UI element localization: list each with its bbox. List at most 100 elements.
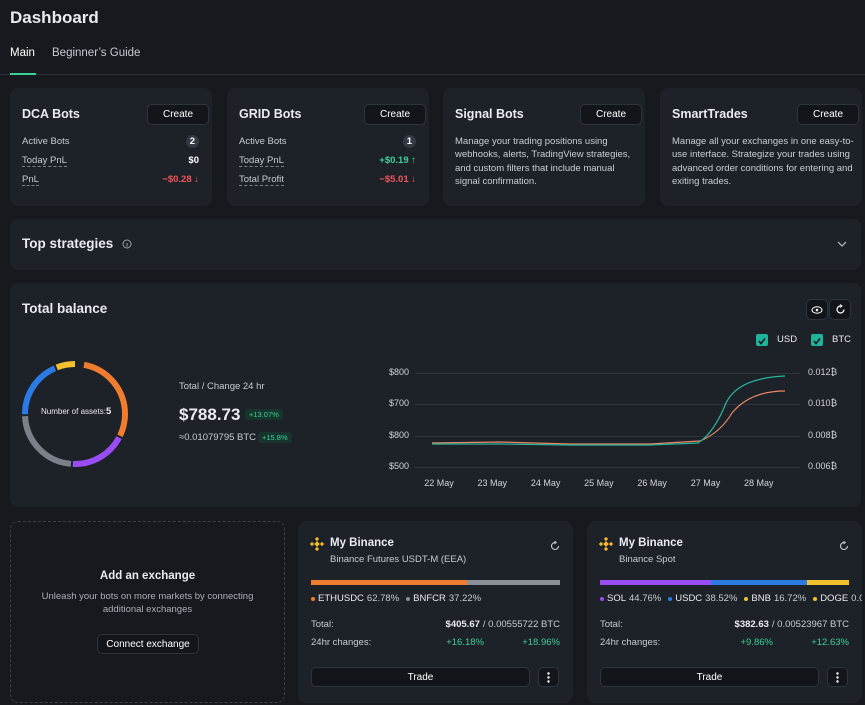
allocation-legend: ETHUSDC 62.78% BNFCR 37.22% bbox=[311, 593, 481, 604]
create-button[interactable]: Create bbox=[147, 104, 209, 125]
exchange-name: My Binance bbox=[330, 537, 394, 549]
donut-segment bbox=[22, 361, 128, 467]
legend-asset: BNB bbox=[751, 593, 771, 604]
page-title: Dashboard bbox=[10, 8, 99, 27]
exchange-logo bbox=[598, 536, 614, 552]
x-tick-label: 23 May bbox=[477, 478, 508, 488]
legend-asset: SOL bbox=[607, 593, 627, 604]
row-label: Active Bots bbox=[239, 136, 287, 147]
donut-segment bbox=[22, 361, 128, 467]
change-btc: +12.63% bbox=[811, 637, 849, 648]
divider bbox=[0, 74, 865, 75]
card-description: Manage all your exchanges in one easy-to… bbox=[672, 136, 854, 187]
btc-change-badge: +15.8% bbox=[258, 432, 292, 443]
legend-dot bbox=[744, 596, 749, 601]
bot-card: DCA Bots Create Active Bots 2 Today PnL $0 PnL… bbox=[10, 88, 212, 206]
allocation-segment bbox=[600, 580, 712, 585]
more-icon bbox=[836, 671, 839, 683]
legend-share: 0.0 bbox=[851, 593, 862, 604]
row-value: 1 bbox=[402, 135, 416, 148]
card-description: Unleash your bots on more markets by con… bbox=[41, 591, 254, 615]
donut-segment bbox=[22, 361, 128, 467]
legend-item: BNB 16.72% bbox=[744, 593, 806, 604]
total-label: Total: bbox=[311, 619, 334, 630]
x-tick-label: 27 May bbox=[690, 478, 721, 488]
eye-button[interactable] bbox=[806, 299, 828, 320]
bot-card: Signal Bots Create Manage your trading pos… bbox=[443, 88, 645, 206]
section-title: Top strategies bbox=[22, 236, 114, 251]
y2-tick-label: 0.006₿ bbox=[808, 460, 838, 471]
exchange-name: My Binance bbox=[619, 537, 683, 549]
exchange-card: My Binance Binance Spot SOL 44.76% USDC 38.52… bbox=[587, 521, 862, 703]
check-icon bbox=[813, 338, 821, 345]
legend-item: DOGE 0.0 bbox=[813, 593, 862, 604]
row-label: Active Bots bbox=[22, 136, 70, 147]
create-button[interactable]: Create bbox=[797, 104, 859, 125]
legend-dot bbox=[600, 596, 604, 601]
more-button[interactable] bbox=[538, 667, 559, 687]
total-label: Total: bbox=[600, 619, 623, 630]
total-value: $405.67/ 0.00555722 BTC bbox=[446, 619, 560, 630]
more-button[interactable] bbox=[827, 667, 848, 687]
card-title: GRID Bots bbox=[239, 107, 302, 121]
bot-card: SmartTrades Create Manage all your exchang… bbox=[660, 88, 862, 206]
legend-asset: ETHUSDC bbox=[318, 593, 364, 604]
connect-button[interactable]: Connect exchange bbox=[97, 634, 199, 654]
usd-total: $788.73 bbox=[179, 405, 241, 424]
usd-change-badge: +13.07% bbox=[245, 409, 283, 420]
refresh-icon[interactable] bbox=[839, 538, 849, 551]
y2-tick-label: 0.008₿ bbox=[808, 429, 838, 440]
top-strategies-card[interactable]: Top strategies bbox=[10, 219, 861, 270]
legend-item: BNFCR 37.22% bbox=[406, 593, 481, 604]
refresh-glyph bbox=[839, 540, 849, 551]
x-tick-label: 28 May bbox=[744, 478, 774, 488]
row-label: Today PnL bbox=[239, 155, 284, 167]
create-button[interactable]: Create bbox=[364, 104, 426, 125]
row-value: +$0.19 ↑ bbox=[379, 155, 416, 166]
refresh-button[interactable] bbox=[829, 299, 851, 320]
total-balance-card: Total balance USD BTC Number of assets: … bbox=[10, 283, 861, 507]
allocation-segment bbox=[807, 580, 849, 585]
legend-label: USD bbox=[777, 334, 798, 345]
allocation-segment bbox=[711, 580, 808, 585]
allocation-bar bbox=[311, 580, 560, 585]
exchange-subtitle: Binance Spot bbox=[619, 554, 676, 565]
row-label: PnL bbox=[22, 174, 39, 186]
changes-label: 24hr changes: bbox=[311, 637, 372, 648]
balance-lines bbox=[431, 375, 786, 446]
legend-item: SOL 44.76% bbox=[600, 593, 661, 604]
tab[interactable]: Main bbox=[10, 47, 35, 59]
checkbox[interactable] bbox=[811, 334, 823, 346]
card-description: Manage your trading positions using webh… bbox=[455, 136, 631, 187]
legend-share: 16.72% bbox=[773, 593, 807, 604]
trade-button[interactable]: Trade bbox=[311, 667, 530, 687]
y-tick-label: $800 bbox=[388, 367, 409, 377]
refresh-icon[interactable] bbox=[550, 538, 560, 551]
change-usd: +9.86% bbox=[740, 637, 774, 648]
y2-tick-label: 0.012₿ bbox=[808, 367, 838, 377]
tab-indicator bbox=[10, 73, 36, 75]
grid-line bbox=[415, 466, 800, 468]
row-value: −$5.01 ↓ bbox=[379, 174, 416, 185]
donut-segment bbox=[22, 361, 128, 467]
card-title: Add an exchange bbox=[99, 570, 196, 582]
legend-item: ETHUSDC 62.78% bbox=[311, 593, 399, 604]
tab[interactable]: Beginner’s Guide bbox=[52, 47, 141, 59]
trade-button[interactable]: Trade bbox=[600, 667, 819, 687]
legend-share: 62.78% bbox=[366, 593, 400, 604]
exchange-subtitle: Binance Futures USDT-M (EEA) bbox=[330, 554, 467, 565]
grid-line bbox=[415, 373, 800, 374]
y-tick-label: $500 bbox=[388, 460, 409, 471]
x-tick-label: 22 May bbox=[424, 478, 454, 488]
allocation-legend: SOL 44.76% USDC 38.52% BNB 16.72% DOGE 0.0 bbox=[600, 593, 862, 604]
row-value: $0 bbox=[188, 155, 199, 166]
allocation-bar bbox=[600, 580, 849, 585]
create-button[interactable]: Create bbox=[580, 104, 642, 125]
change-label: Total / Change 24 hr bbox=[179, 381, 265, 392]
checkbox[interactable] bbox=[756, 334, 768, 346]
chevron[interactable] bbox=[837, 240, 847, 248]
y-tick-label: $800 bbox=[388, 429, 409, 440]
change-usd: +16.18% bbox=[446, 637, 484, 648]
btc-total: ≈0.01079795 BTC bbox=[179, 432, 257, 443]
